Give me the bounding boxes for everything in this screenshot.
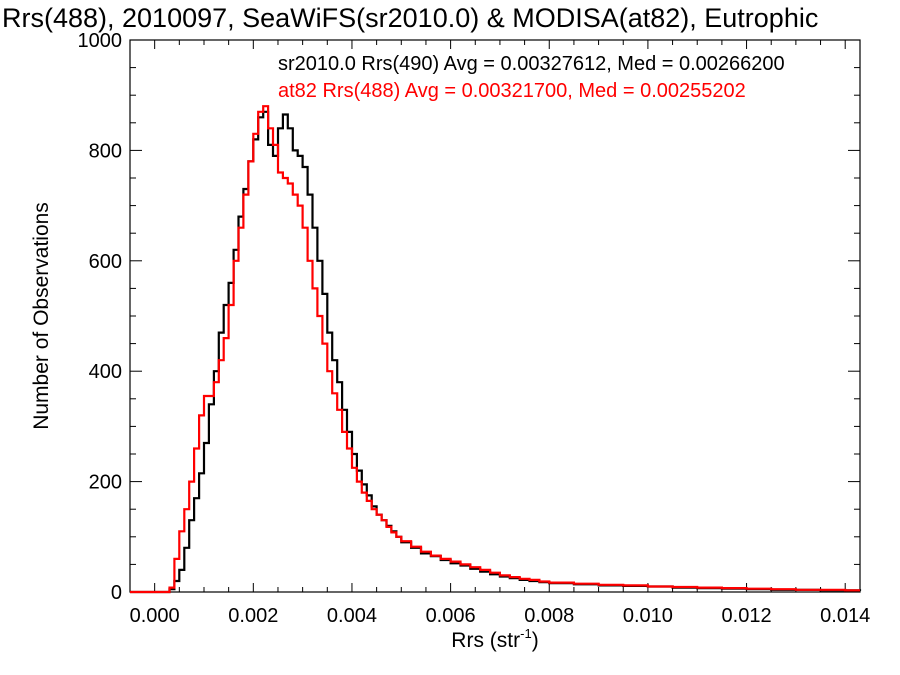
x-axis-label-main: Rrs (str — [451, 629, 520, 652]
y-axis: 0 200 400 600 800 1000 — [78, 30, 860, 604]
x-axis-label-superscript: -1 — [520, 626, 532, 641]
x-axis-label-close: ) — [532, 629, 539, 652]
x-axis-label: Rrs (str-1) — [451, 626, 538, 652]
y-tick-label: 200 — [89, 472, 122, 494]
plot-area — [129, 39, 861, 593]
legend-entry-black: sr2010.0 Rrs(490) Avg = 0.00327612, Med … — [278, 53, 785, 75]
x-tick-label: 0.004 — [327, 605, 377, 627]
x-tick-label: 0.008 — [524, 605, 574, 627]
y-tick-label: 0 — [111, 582, 122, 604]
x-tick-label: 0.012 — [722, 605, 772, 627]
y-tick-label: 400 — [89, 361, 122, 383]
x-tick-label: 0.014 — [820, 605, 870, 627]
chart-title: Rrs(488), 2010097, SeaWiFS(sr2010.0) & M… — [2, 3, 818, 33]
y-tick-label: 800 — [89, 140, 122, 162]
y-axis-label: Number of Observations — [30, 202, 53, 430]
x-tick-label: 0.010 — [623, 605, 673, 627]
series-line-sr2010 — [130, 110, 862, 594]
x-axis: 0.000 0.002 0.004 0.006 0.008 0.010 0.012 0.014 — [129, 40, 870, 627]
x-tick-label: 0.000 — [130, 605, 180, 627]
series-group — [130, 105, 862, 594]
x-tick-label: 0.006 — [426, 605, 476, 627]
series-line-at82 — [130, 105, 860, 594]
y-tick-label: 1000 — [78, 30, 123, 52]
y-tick-label: 600 — [89, 251, 122, 273]
legend-entry-red: at82 Rrs(488) Avg = 0.00321700, Med = 0.… — [278, 80, 746, 102]
x-tick-label: 0.002 — [228, 605, 278, 627]
